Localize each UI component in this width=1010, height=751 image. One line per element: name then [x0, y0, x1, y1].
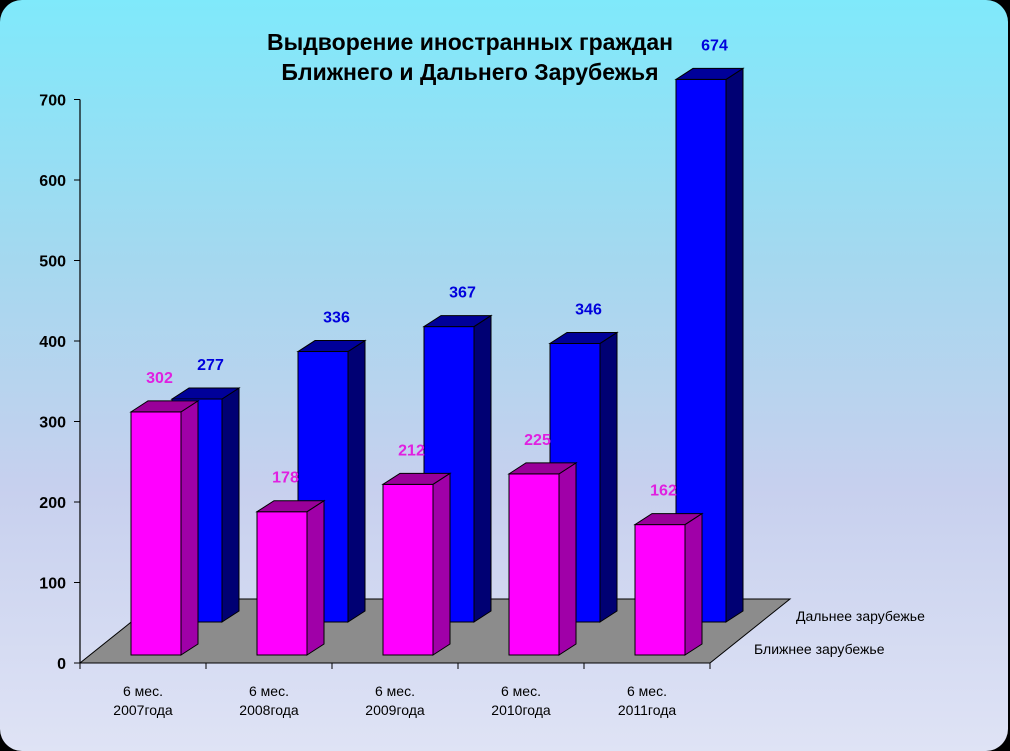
back-data-label: 336: [323, 310, 350, 327]
x-tick-label: 6 мес.: [627, 683, 667, 699]
x-axis-ticks: 6 мес. 2007года 6 мес. 2008года 6 мес. 2009го…: [113, 683, 676, 718]
y-tick-label: 700: [39, 93, 66, 110]
front-data-label: 302: [146, 370, 173, 387]
series-labels: Дальнее зарубежье Ближнее зарубежье: [754, 608, 925, 657]
back-data-label: 346: [575, 301, 602, 318]
back-data-label: 277: [197, 357, 224, 374]
y-tick-label: 200: [39, 495, 66, 512]
front-bar: [255, 499, 326, 656]
front-bar: [129, 399, 200, 656]
x-tick-label: 6 мес.: [501, 683, 541, 699]
front-bar: [381, 472, 452, 656]
chart-title-line: Выдворение иностранных граждан: [267, 29, 673, 55]
x-tick-label: 6 мес.: [249, 683, 289, 699]
front-bar: [633, 512, 704, 656]
front-bar: [507, 461, 578, 656]
y-axis: 0 100 200 300 400 500 600 700: [39, 93, 711, 673]
x-tick-label: 2010года: [491, 702, 551, 718]
x-tick-label: 2007года: [113, 702, 173, 718]
x-tick-label: 2009года: [365, 702, 425, 718]
chart-title: Выдворение иностранных граждан Ближнего и…: [267, 29, 673, 85]
y-tick-label: 300: [39, 415, 66, 432]
x-tick-label: 2011года: [618, 702, 677, 718]
y-tick-label: 500: [39, 254, 66, 271]
y-tick-label: 0: [57, 656, 66, 673]
chart-title-line: Ближнего и Дальнего Зарубежья: [281, 59, 658, 85]
back-data-label: 674: [701, 37, 728, 54]
y-tick-label: 400: [39, 334, 66, 351]
front-series-bars: [129, 399, 704, 656]
y-tick-label: 100: [39, 576, 66, 593]
y-tick-label: 600: [39, 173, 66, 190]
x-tick-label: 2008года: [239, 702, 299, 718]
series-label-far: Дальнее зарубежье: [796, 608, 925, 624]
front-data-label: 178: [272, 470, 299, 487]
front-data-label: 162: [650, 483, 677, 500]
x-tick-label: 6 мес.: [375, 683, 415, 699]
front-data-label: 212: [398, 442, 425, 459]
series-label-near: Ближнее зарубежье: [754, 641, 885, 657]
back-data-label: 367: [449, 285, 476, 302]
front-data-label: 225: [524, 432, 551, 449]
x-tick-label: 6 мес.: [123, 683, 163, 699]
data-labels: 277 336 367 346 674 302 178 212 225 162: [146, 37, 728, 499]
